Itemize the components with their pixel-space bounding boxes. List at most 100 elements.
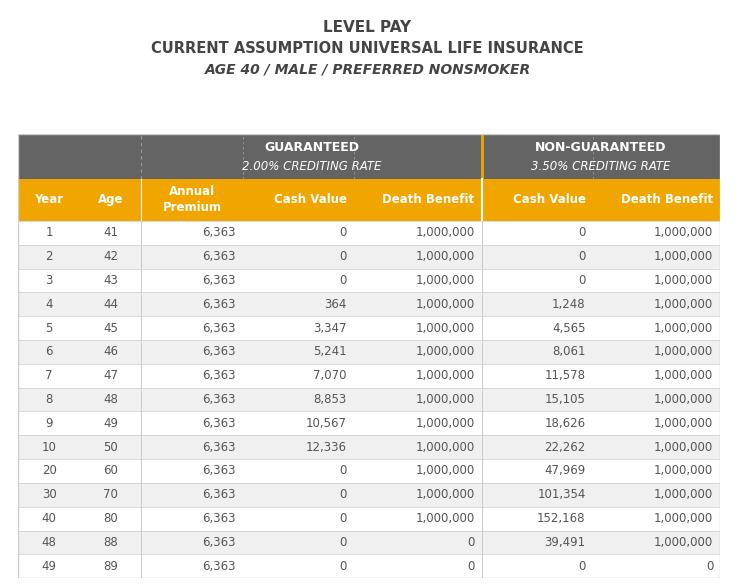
Text: 6: 6	[46, 345, 53, 359]
Bar	[18, 483, 720, 507]
Text: 1,000,000: 1,000,000	[654, 274, 713, 287]
Text: 6,363: 6,363	[202, 417, 236, 430]
Text: 1: 1	[46, 226, 53, 239]
Text: Annual
Premium: Annual Premium	[162, 185, 222, 214]
Text: 43: 43	[104, 274, 118, 287]
Text: 0: 0	[340, 464, 347, 478]
Text: 8,061: 8,061	[552, 345, 586, 359]
Text: 4: 4	[46, 298, 53, 311]
Text: 0: 0	[706, 559, 713, 573]
Text: 18,626: 18,626	[545, 417, 586, 430]
Text: 7,070: 7,070	[313, 369, 347, 382]
Bar	[18, 221, 720, 245]
Text: Year: Year	[35, 193, 64, 206]
Text: 50: 50	[104, 441, 118, 454]
Text: Cash Value: Cash Value	[512, 193, 586, 206]
Text: 0: 0	[340, 536, 347, 549]
Text: 0: 0	[340, 559, 347, 573]
Text: 22,262: 22,262	[545, 441, 586, 454]
Text: 1,000,000: 1,000,000	[415, 488, 475, 501]
Text: 11,578: 11,578	[545, 369, 586, 382]
Text: 0: 0	[578, 226, 586, 239]
Text: 20: 20	[42, 464, 57, 478]
Text: 6,363: 6,363	[202, 512, 236, 525]
Text: 8,853: 8,853	[314, 393, 347, 406]
Text: 6,363: 6,363	[202, 322, 236, 335]
Text: 39,491: 39,491	[545, 536, 586, 549]
Text: 89: 89	[104, 559, 118, 573]
Bar	[18, 459, 720, 483]
Text: 30: 30	[42, 488, 57, 501]
Text: 7: 7	[46, 369, 53, 382]
Text: 10,567: 10,567	[306, 417, 347, 430]
Text: 2.00% CREDITING RATE: 2.00% CREDITING RATE	[242, 160, 381, 173]
Text: 6,363: 6,363	[202, 345, 236, 359]
Bar	[18, 530, 720, 554]
Text: 47: 47	[103, 369, 118, 382]
Text: 8: 8	[46, 393, 53, 406]
Text: 0: 0	[340, 226, 347, 239]
Text: 6,363: 6,363	[202, 393, 236, 406]
Text: 1,000,000: 1,000,000	[415, 369, 475, 382]
Text: Death Benefit: Death Benefit	[621, 193, 713, 206]
Text: CURRENT ASSUMPTION UNIVERSAL LIFE INSURANCE: CURRENT ASSUMPTION UNIVERSAL LIFE INSURA…	[151, 41, 584, 56]
Text: 6,363: 6,363	[202, 559, 236, 573]
Text: 3.50% CREDITING RATE: 3.50% CREDITING RATE	[531, 160, 670, 173]
Bar	[18, 507, 720, 530]
Bar	[18, 134, 720, 179]
Text: 1,000,000: 1,000,000	[415, 441, 475, 454]
Text: AGE 40 / MALE / PREFERRED NONSMOKER: AGE 40 / MALE / PREFERRED NONSMOKER	[204, 62, 531, 77]
Text: 49: 49	[103, 417, 118, 430]
Text: 1,000,000: 1,000,000	[415, 345, 475, 359]
Text: 6,363: 6,363	[202, 250, 236, 263]
Text: 0: 0	[578, 559, 586, 573]
Text: 10: 10	[42, 441, 57, 454]
Text: 152,168: 152,168	[537, 512, 586, 525]
Bar	[18, 245, 720, 269]
Text: 45: 45	[104, 322, 118, 335]
Text: 6,363: 6,363	[202, 298, 236, 311]
Text: 0: 0	[578, 274, 586, 287]
Text: 1,000,000: 1,000,000	[415, 226, 475, 239]
Text: 1,000,000: 1,000,000	[654, 464, 713, 478]
Text: 0: 0	[340, 250, 347, 263]
Bar	[18, 364, 720, 388]
Text: 3,347: 3,347	[313, 322, 347, 335]
Text: 1,000,000: 1,000,000	[654, 250, 713, 263]
Text: 5,241: 5,241	[313, 345, 347, 359]
Text: 0: 0	[467, 559, 475, 573]
Text: 1,000,000: 1,000,000	[415, 298, 475, 311]
Text: 1,000,000: 1,000,000	[654, 345, 713, 359]
Text: 1,000,000: 1,000,000	[654, 322, 713, 335]
Text: LEVEL PAY: LEVEL PAY	[323, 20, 412, 36]
Text: 49: 49	[42, 559, 57, 573]
Text: 70: 70	[104, 488, 118, 501]
Text: 6,363: 6,363	[202, 274, 236, 287]
Text: 12,336: 12,336	[306, 441, 347, 454]
Text: Cash Value: Cash Value	[274, 193, 347, 206]
Text: 4,565: 4,565	[552, 322, 586, 335]
Text: 3: 3	[46, 274, 53, 287]
Text: 1,000,000: 1,000,000	[415, 512, 475, 525]
Text: 1,000,000: 1,000,000	[415, 274, 475, 287]
Text: 101,354: 101,354	[537, 488, 586, 501]
Text: 5: 5	[46, 322, 53, 335]
Text: 40: 40	[42, 512, 57, 525]
Text: 0: 0	[467, 536, 475, 549]
Bar	[18, 435, 720, 459]
Text: 46: 46	[103, 345, 118, 359]
Text: 0: 0	[340, 488, 347, 501]
Text: 1,000,000: 1,000,000	[654, 512, 713, 525]
Text: 1,000,000: 1,000,000	[415, 417, 475, 430]
Text: Death Benefit: Death Benefit	[382, 193, 475, 206]
Bar	[18, 340, 720, 364]
Text: 9: 9	[46, 417, 53, 430]
Text: 1,000,000: 1,000,000	[415, 393, 475, 406]
Text: 48: 48	[104, 393, 118, 406]
Text: GUARANTEED: GUARANTEED	[264, 141, 359, 154]
Text: 1,000,000: 1,000,000	[415, 322, 475, 335]
Text: 6,363: 6,363	[202, 226, 236, 239]
Text: 1,000,000: 1,000,000	[654, 536, 713, 549]
Text: 1,000,000: 1,000,000	[654, 488, 713, 501]
Bar	[18, 269, 720, 293]
